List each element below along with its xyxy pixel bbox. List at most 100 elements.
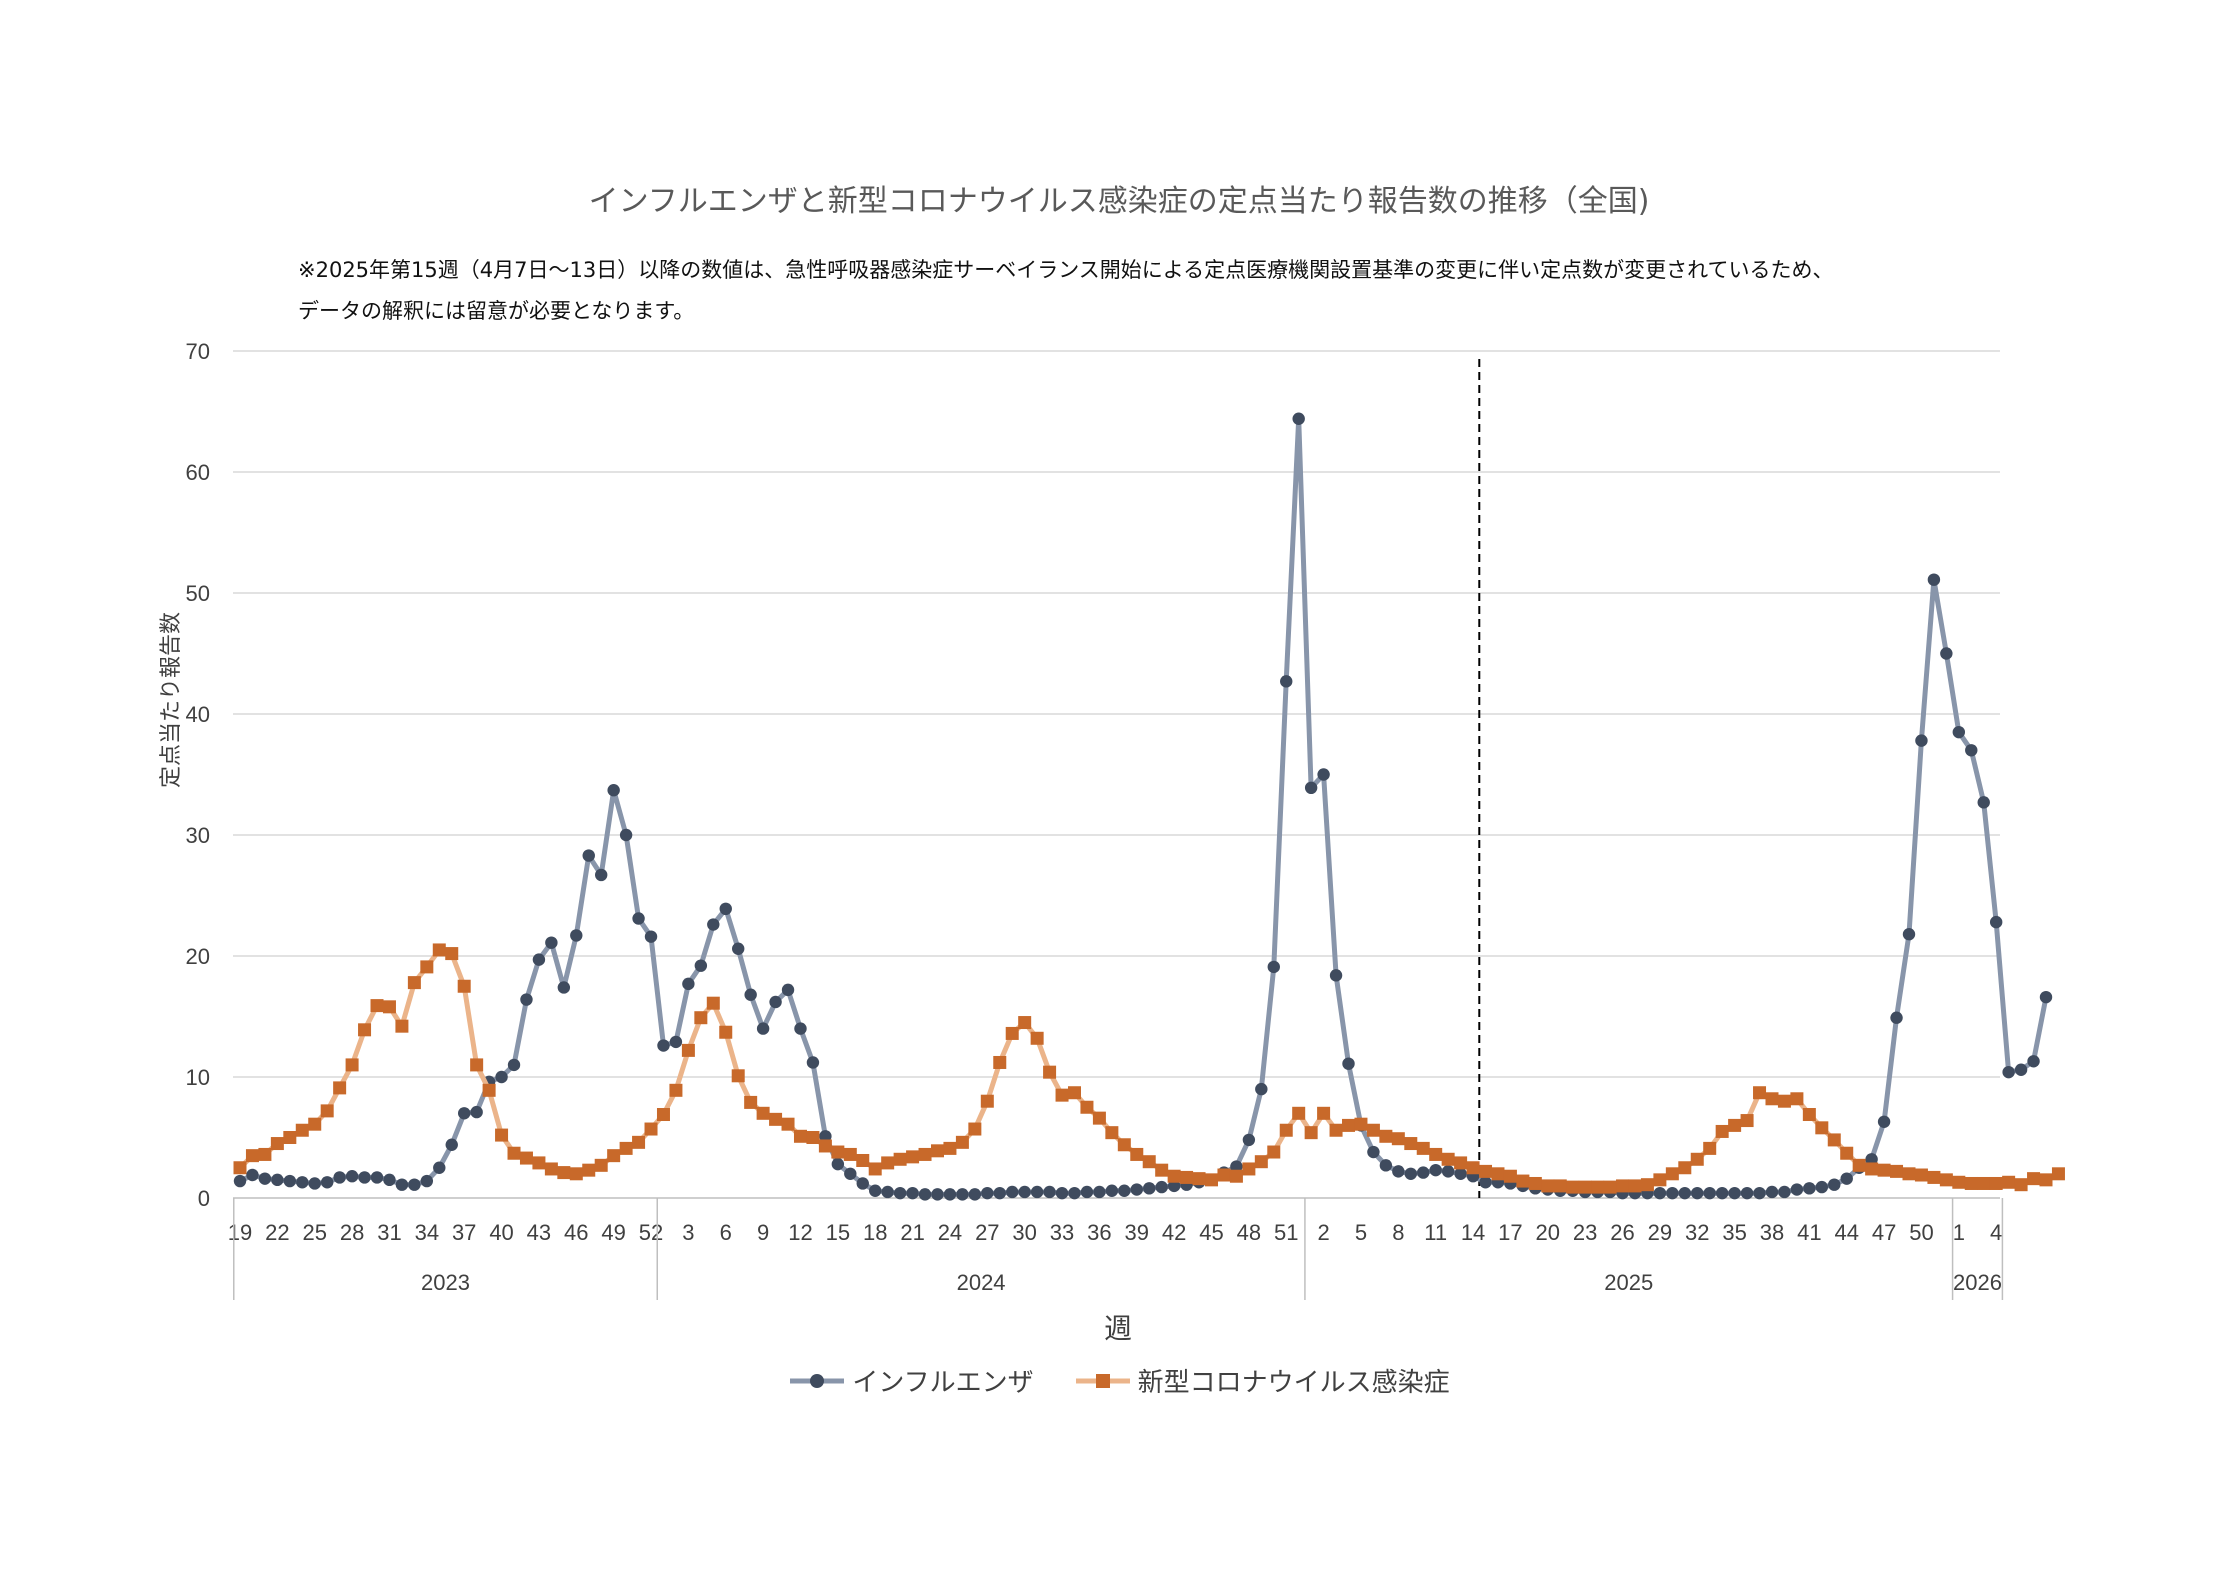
covid-point: [519, 1151, 533, 1165]
covid-point: [1404, 1137, 1418, 1151]
influenza-point: [1728, 1186, 1741, 1200]
influenza-point: [732, 942, 745, 955]
influenza-point: [607, 784, 620, 797]
covid-point: [544, 1162, 558, 1176]
covid-point: [868, 1162, 882, 1176]
influenza-point: [669, 1035, 683, 1049]
x-tick-label: 8: [1392, 1220, 1404, 1245]
covid-point: [557, 1166, 571, 1180]
influenza-point: [1155, 1180, 1168, 1194]
influenza-point: [233, 1174, 247, 1188]
covid-point: [245, 1149, 259, 1163]
covid-point: [1304, 1126, 1318, 1140]
x-tick-label: 22: [265, 1220, 289, 1245]
covid-point: [1391, 1132, 1405, 1146]
covid-point: [632, 1135, 646, 1149]
influenza-point: [1379, 1159, 1393, 1172]
covid-point: [395, 1019, 409, 1033]
covid-point: [943, 1141, 957, 1155]
x-tick-label: 17: [1498, 1220, 1522, 1245]
influenza-point: [682, 977, 695, 991]
influenza-point: [507, 1058, 521, 1072]
covid-point: [295, 1123, 309, 1137]
x-tick-label: 34: [415, 1220, 439, 1245]
influenza-point: [1940, 647, 1953, 660]
covid-point: [1030, 1031, 1044, 1045]
covid-point: [457, 979, 471, 993]
x-tick-label: 20: [1536, 1220, 1560, 1245]
x-tick-label: 6: [720, 1220, 732, 1245]
covid-point: [1914, 1168, 1928, 1182]
covid-point: [1292, 1106, 1306, 1120]
covid-point: [881, 1156, 895, 1170]
influenza-point: [1043, 1185, 1056, 1199]
covid-point: [1777, 1094, 1791, 1108]
covid-point: [1205, 1173, 1219, 1187]
x-tick-label: 48: [1237, 1220, 1261, 1245]
covid-point: [1242, 1162, 1256, 1176]
influenza-point: [1454, 1167, 1467, 1181]
influenza-point: [769, 995, 782, 1009]
covid-point: [1977, 1176, 1991, 1190]
influenza-point: [1230, 1160, 1243, 1173]
influenza-point: [869, 1184, 882, 1197]
covid-point: [1229, 1169, 1243, 1183]
influenza-point: [943, 1188, 957, 1201]
covid-point: [1728, 1118, 1742, 1132]
influenza-point: [1255, 1082, 1268, 1096]
covid-point: [594, 1158, 608, 1172]
influenza-point: [383, 1173, 396, 1187]
covid-point: [980, 1094, 994, 1108]
covid-point: [1815, 1121, 1829, 1135]
covid-point: [843, 1147, 857, 1161]
covid-point: [1342, 1118, 1356, 1132]
covid-point: [1043, 1065, 1057, 1079]
covid-point: [320, 1104, 334, 1118]
covid-point: [1055, 1088, 1069, 1102]
x-tick-label: 44: [1834, 1220, 1858, 1245]
influenza-point: [1143, 1182, 1156, 1195]
covid-point: [1130, 1147, 1144, 1161]
covid-point: [1890, 1164, 1904, 1178]
influenza-point: [2027, 1055, 2040, 1068]
covid-point: [1865, 1162, 1879, 1176]
covid-point: [744, 1095, 758, 1109]
covid-point: [694, 1011, 708, 1025]
year-label: 2023: [421, 1270, 470, 1295]
x-tick-label: 52: [639, 1220, 663, 1245]
y-tick-label: 20: [186, 944, 210, 969]
covid-point: [382, 1000, 396, 1014]
influenza-point: [968, 1188, 982, 1201]
influenza-point: [632, 912, 645, 925]
year-label: 2024: [957, 1270, 1006, 1295]
influenza-point: [1080, 1185, 1094, 1199]
x-tick-label: 5: [1355, 1220, 1367, 1245]
influenza-point: [308, 1177, 321, 1190]
x-tick-label: 37: [452, 1220, 476, 1245]
covid-point: [968, 1122, 982, 1136]
influenza-point: [1691, 1186, 1704, 1200]
x-tick-label: 31: [377, 1220, 401, 1245]
influenza-point: [1666, 1186, 1679, 1200]
covid-point: [1653, 1173, 1667, 1187]
influenza-point: [1367, 1145, 1380, 1159]
influenza-point: [1304, 781, 1318, 795]
x-tick-label: 32: [1685, 1220, 1709, 1245]
influenza-point: [1068, 1186, 1081, 1200]
chart-title: インフルエンザと新型コロナウイルス感染症の定点当たり報告数の推移（全国): [588, 184, 1650, 219]
influenza-point: [2039, 990, 2053, 1004]
year-label: 2026: [1953, 1270, 2002, 1295]
influenza-point: [457, 1107, 471, 1120]
covid-point: [482, 1083, 496, 1097]
influenza-point: [1055, 1186, 1069, 1200]
influenza-point: [744, 988, 757, 1001]
influenza-point: [495, 1070, 508, 1084]
influenza-point: [1927, 573, 1941, 586]
covid-point: [1491, 1167, 1505, 1181]
influenza-point: [1317, 768, 1330, 781]
x-tick-label: 39: [1125, 1220, 1149, 1245]
influenza-point: [258, 1172, 272, 1185]
covid-point: [1715, 1124, 1729, 1138]
x-tick-label: 46: [564, 1220, 588, 1245]
